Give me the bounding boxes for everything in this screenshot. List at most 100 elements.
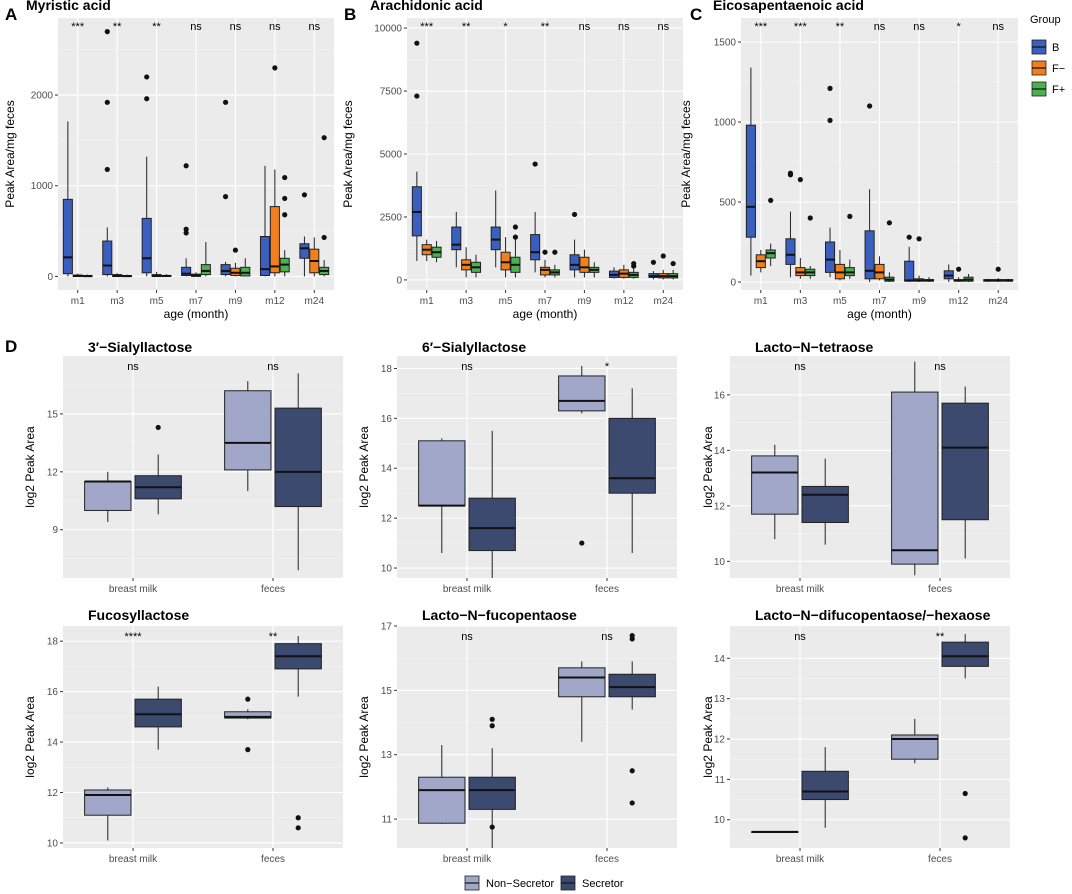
box-f--m7 [884, 220, 895, 282]
panel-7: 10 12 14 16 18 breast milk **** feces ** Fucosyll… [23, 607, 343, 865]
box-non-secretor-feces [224, 381, 272, 492]
significance-label: ** [836, 21, 845, 33]
x-tick-label: m3 [110, 296, 124, 307]
box-non-secretor-breast-milk [84, 471, 132, 523]
y-axis-label: log2 Peak Area [23, 426, 37, 508]
x-tick-label: m12 [949, 296, 969, 307]
outlier-point [414, 93, 420, 99]
significance-label: ** [269, 631, 278, 643]
box-non-secretor-breast-milk [751, 444, 799, 540]
box-f--m7 [549, 249, 560, 278]
panel-4: 9 12 15 breast milk ns feces ns 3′−Sialyllactos… [5, 337, 343, 595]
legend-secretor: Non−Secretor Secretor [464, 875, 624, 891]
outlier-point [282, 174, 288, 181]
box-f--m7 [874, 256, 885, 281]
box-secretor-feces [274, 636, 322, 831]
y-tick-label: 12 [381, 514, 393, 525]
y-tick-label: 500 [719, 198, 736, 209]
y-tick-label: 17 [381, 622, 393, 633]
box-f--m9 [579, 249, 590, 278]
outlier-point [301, 192, 308, 198]
outlier-point [512, 224, 519, 230]
box-body [904, 260, 915, 282]
significance-label: ns [267, 361, 279, 373]
outlier-point [282, 195, 288, 202]
legend-label-secretor: Secretor [582, 878, 624, 890]
box-body [608, 673, 656, 698]
box-b-m5 [824, 85, 836, 278]
panel-8: 11 13 15 17 breast milk ns feces ns Lacto−N−fuco… [357, 607, 677, 865]
significance-label: ns [992, 21, 1004, 33]
x-tick-label: m12 [265, 296, 285, 307]
significance-label: ns [269, 21, 281, 33]
panel-title: Myristic acid [26, 0, 111, 13]
box-body [141, 217, 152, 274]
box-body [558, 667, 606, 698]
box-secretor-breast-milk [134, 424, 182, 515]
outlier-point [321, 234, 327, 241]
y-tick-label: 7500 [380, 87, 403, 98]
box-body [418, 440, 466, 507]
outlier-point [906, 234, 912, 240]
box-non-secretor-breast-milk [84, 787, 132, 841]
box-body [240, 266, 251, 277]
box-b-m3 [785, 170, 796, 278]
panel-title: Lacto−N−fucopentaose [422, 607, 577, 623]
box-f--m7 [190, 272, 202, 277]
box-body [801, 770, 849, 801]
outlier-point [414, 40, 420, 46]
box-f--m3 [795, 177, 806, 279]
outlier-point [295, 825, 301, 831]
panel-title: Eicosapentaenoic acid [713, 0, 864, 13]
y-axis-label: log2 Peak Area [701, 696, 715, 778]
outlier-point [222, 194, 229, 200]
x-axis-label: age (month) [847, 307, 912, 321]
outlier-point [916, 236, 922, 242]
y-axis-label: Peak Area/mg feces [3, 100, 17, 207]
box-b-m1 [62, 121, 73, 277]
x-tick-label: m5 [833, 296, 847, 307]
box-f--m5 [834, 250, 845, 281]
outlier-point [552, 249, 558, 255]
box-b-m7 [530, 161, 541, 273]
box-body [539, 266, 551, 276]
significance-label: ns [601, 631, 613, 643]
box-body [751, 455, 799, 515]
box-f--m12 [269, 65, 280, 277]
y-tick-label: 0 [396, 275, 402, 286]
box-secretor-feces [941, 634, 989, 841]
box-b-m12 [608, 267, 620, 279]
outlier-point [489, 723, 495, 729]
box-b-m3 [102, 29, 113, 277]
box-f--m5 [500, 237, 511, 278]
box-body [569, 254, 580, 271]
y-axis-label: log2 Peak Area [357, 426, 371, 508]
outlier-point [272, 65, 278, 71]
box-f--m7 [200, 241, 211, 277]
x-tick-label: m9 [912, 296, 926, 307]
x-tick-label: m1 [71, 296, 85, 307]
y-axis-label: log2 Peak Area [357, 696, 371, 778]
outlier-point [571, 211, 578, 218]
outlier-point [104, 99, 110, 105]
box-secretor-feces [274, 373, 322, 571]
box-body [801, 485, 849, 523]
box-body [134, 698, 182, 728]
legend-label-b: B [1052, 42, 1059, 54]
panel-6: 10 12 14 16 breast milk ns feces ns Lacto−N−tetr… [701, 339, 1010, 595]
box-f--m24 [658, 253, 669, 280]
panel-title: 3′−Sialyllactose [88, 339, 192, 355]
box-b-m24 [648, 259, 659, 280]
y-tick-label: 18 [381, 364, 393, 375]
panel-letter: B [344, 5, 356, 24]
x-tick-label: feces [595, 584, 619, 595]
y-tick-label: 12 [47, 467, 59, 478]
significance-label: **** [124, 631, 142, 643]
panel-letter: C [690, 5, 702, 24]
x-tick-label: m1 [420, 296, 434, 307]
significance-label: ns [127, 361, 139, 373]
outlier-point [807, 215, 813, 221]
box-f--m3 [461, 247, 472, 278]
significance-label: ** [936, 631, 945, 643]
y-tick-label: 16 [381, 414, 393, 425]
